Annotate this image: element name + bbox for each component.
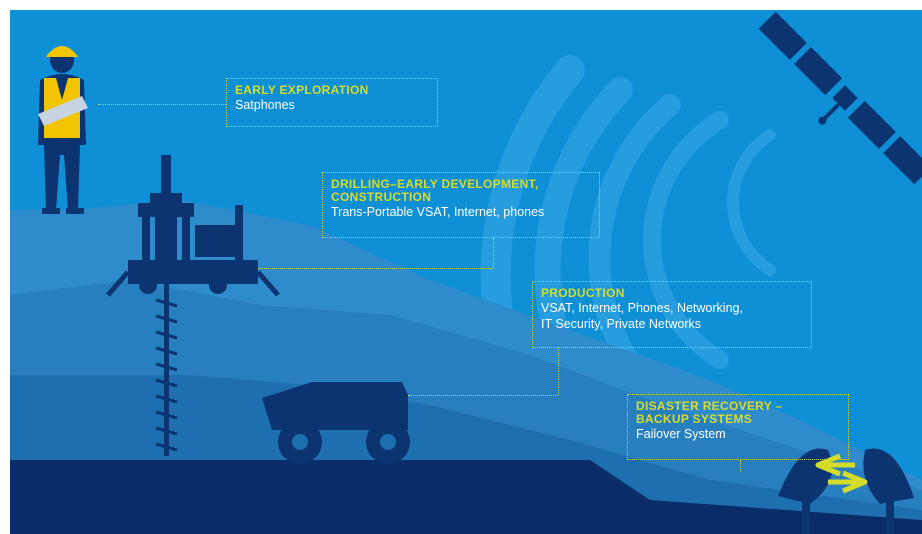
surveyor-icon: [38, 46, 88, 214]
drilling-rig-icon: [106, 155, 280, 456]
double-arrow-icon: [815, 453, 868, 494]
stage-subtitle-line1: VSAT, Internet, Phones, Networking,: [541, 301, 743, 315]
stage-disaster-recovery: DISASTER RECOVERY – BACKUP SYSTEMS Failo…: [627, 394, 849, 460]
leader-early-exploration: [98, 104, 226, 105]
leader-disaster-recovery: [740, 460, 741, 472]
mining-communications-diagram: EARLY EXPLORATION Satphones DRILLING–EAR…: [10, 10, 922, 534]
stage-title: EARLY EXPLORATION: [235, 83, 369, 97]
stage-subtitle-line2: IT Security, Private Networks: [541, 317, 701, 331]
stage-early-exploration: EARLY EXPLORATION Satphones: [226, 78, 438, 127]
stage-drilling: DRILLING–EARLY DEVELOPMENT, CONSTRUCTION…: [322, 172, 600, 238]
leader-drilling-vertical: [493, 238, 494, 268]
leader-drilling-horizontal: [258, 268, 493, 269]
ground-base: [10, 460, 922, 534]
stage-subtitle: Failover System: [636, 427, 726, 441]
satellite-icon: [758, 11, 922, 185]
leader-production-horizontal: [408, 395, 558, 396]
stage-title: PRODUCTION: [541, 286, 625, 300]
scene-background: [10, 10, 922, 534]
stage-production: PRODUCTION VSAT, Internet, Phones, Netwo…: [532, 281, 812, 348]
haul-truck-icon: [262, 382, 410, 464]
stage-title-line1: DRILLING–EARLY DEVELOPMENT,: [331, 177, 539, 191]
stage-title-line2: BACKUP SYSTEMS: [636, 412, 752, 426]
stage-title-line1: DISASTER RECOVERY –: [636, 399, 783, 413]
stage-subtitle: Satphones: [235, 98, 295, 112]
leader-production-vertical: [558, 348, 559, 395]
stage-title-line2: CONSTRUCTION: [331, 190, 432, 204]
stage-subtitle: Trans-Portable VSAT, Internet, phones: [331, 205, 545, 219]
